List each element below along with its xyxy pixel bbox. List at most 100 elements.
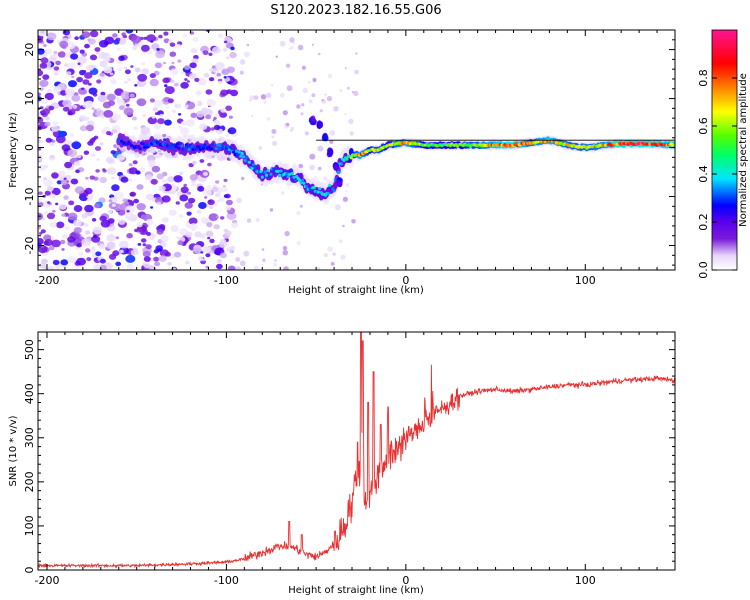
noise-speck [177,59,182,63]
noise-speck [346,86,351,90]
noise-speck [116,153,126,161]
ridge-mark [190,144,194,148]
noise-speck [184,65,190,70]
noise-speck [158,185,166,192]
noise-speck [260,94,267,100]
noise-speck [321,98,324,102]
noise-speck [64,161,73,169]
noise-speck [170,68,179,76]
noise-speck [205,114,212,120]
noise-speck [318,52,321,56]
noise-speck [355,52,358,55]
noise-speck [98,243,106,250]
noise-speck [78,87,88,95]
noise-speck [43,210,49,215]
noise-speck [192,37,199,43]
noise-speck [149,78,159,87]
snr-frame [37,331,676,571]
noise-speck [174,104,178,108]
ridge-mark [234,149,239,153]
noise-speck [249,99,252,102]
noise-speck [140,61,146,66]
snr-plot: -200 -100 0 100 0 100 200 300 400 500 Height of s… [8,331,676,596]
ridge-mark [316,190,320,194]
x-tick-label: -100 [214,274,239,287]
noise-speck [154,112,159,116]
noise-speck [213,119,220,125]
noise-speck [56,180,62,185]
noise-speck [282,250,288,256]
noise-speck [285,122,290,127]
noise-speck [202,50,209,56]
noise-speck [74,162,78,166]
noise-speck [116,47,121,51]
ridge-mark [339,162,343,166]
noise-speck [163,31,169,36]
noise-speck [210,127,215,131]
ridge-mark [290,171,294,176]
noise-speck [216,200,220,203]
noise-speck [129,93,135,98]
noise-speck [154,99,164,108]
noise-speck [115,96,121,101]
noise-speck [73,227,82,234]
noise-speck [85,100,94,107]
noise-speck [62,106,70,112]
noise-speck [317,145,324,152]
noise-speck [239,59,246,65]
y-tick-label: 400 [23,383,36,404]
noise-speck [189,62,197,69]
noise-speck [180,127,190,135]
ridge-mark [242,155,246,159]
noise-speck [301,103,305,107]
ridge-mark [151,140,155,144]
noise-speck [95,251,102,257]
noise-speck [225,89,232,95]
noise-speck [110,78,117,85]
x-tick-label: -200 [34,274,59,287]
ridge-mark [269,172,273,176]
noise-speck [222,47,228,52]
noise-speck [52,121,59,126]
spur-mark [323,135,329,142]
noise-speck [98,52,108,59]
noise-speck [89,30,99,38]
noise-speck [67,62,77,70]
colorbar-tick-label: 0.6 [697,117,710,135]
noise-speck [125,205,136,214]
noise-speck [164,84,168,88]
noise-speck [43,44,47,47]
noise-speck [119,249,124,254]
noise-speck [55,202,59,206]
ridge-mark [312,185,316,190]
noise-speck [282,246,288,251]
noise-speck [153,256,160,262]
ridge-mark [277,173,282,177]
ridge-mark [229,146,233,150]
noise-speck [99,176,107,184]
noise-speck [225,205,232,211]
noise-speck [119,240,129,249]
noise-speck [216,72,222,77]
noise-speck [89,248,97,255]
noise-speck [225,105,233,111]
noise-speck [282,110,288,116]
noise-speck [290,45,294,50]
noise-speck [195,90,203,96]
noise-speck [96,107,101,112]
spur-mark [333,164,339,171]
snr-line [38,332,675,569]
noise-speck [156,229,164,235]
noise-speck [156,48,160,51]
noise-speck [329,130,336,136]
noise-speck [48,245,55,251]
noise-speck [344,67,347,70]
noise-speck [61,144,71,152]
noise-speck [49,193,56,199]
noise-speck [207,199,215,206]
noise-speck [205,231,214,237]
noise-speck [106,234,116,242]
noise-speck [111,203,117,207]
noise-speck [60,259,69,266]
noise-speck [188,217,198,225]
